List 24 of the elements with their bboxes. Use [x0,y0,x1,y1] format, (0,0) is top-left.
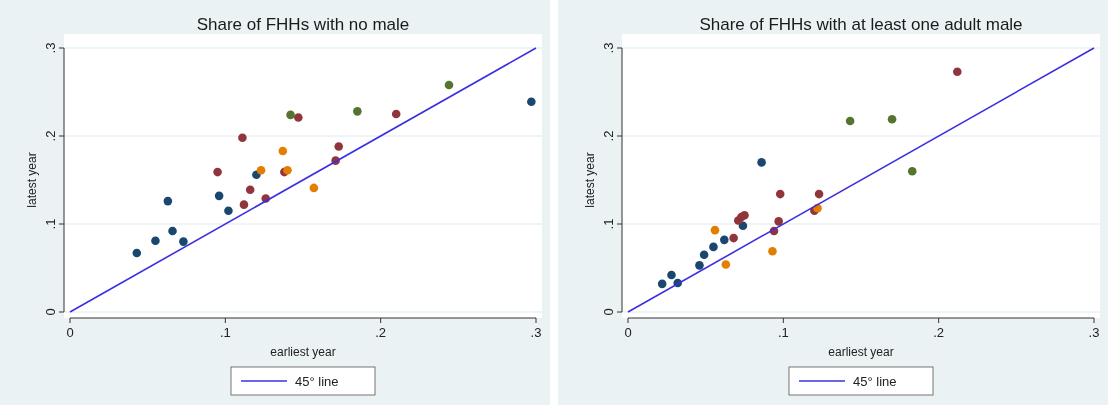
x-tick-label: .3 [1088,325,1100,340]
y-tick-label: .3 [43,42,58,54]
chart-title: Share of FHHs with at least one adult male [699,15,1023,34]
y-tick-label: .2 [43,130,58,142]
x-tick-label: .1 [219,325,231,340]
x-tick-label: .2 [375,325,387,340]
x-tick-label: .3 [530,325,542,340]
legend-label: 45° line [853,374,897,389]
chart-title: Share of FHHs with no male [196,15,410,34]
y-tick-label: .2 [601,130,616,142]
x-tick-label: .1 [777,325,789,340]
y-axis-title: latest year [25,152,39,208]
y-tick-label: .1 [601,218,616,230]
x-axis-title: earliest year [828,345,894,359]
x-tick-label: 0 [66,325,74,340]
legend-label: 45° line [295,374,339,389]
x-tick-label: .2 [933,325,945,340]
y-axis-title: latest year [583,152,597,208]
y-tick-label: .3 [601,42,616,54]
y-tick-label: .1 [43,218,58,230]
y-tick-label: 0 [43,308,58,316]
x-tick-label: 0 [624,325,632,340]
x-axis-title: earliest year [270,345,336,359]
y-tick-label: 0 [601,308,616,316]
